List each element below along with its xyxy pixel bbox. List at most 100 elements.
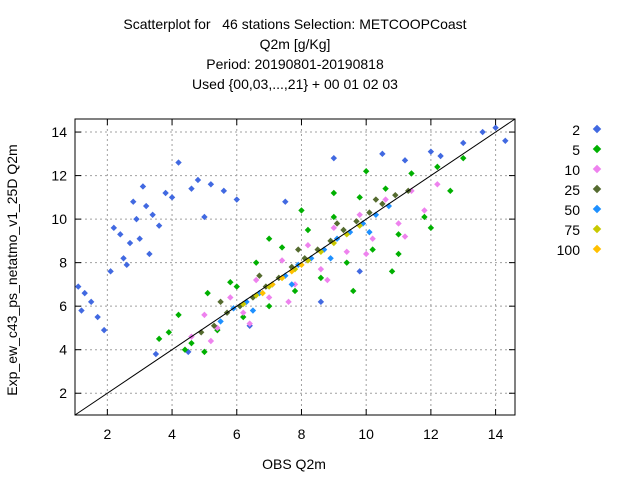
data-point-series-10 <box>434 181 441 188</box>
x-axis-label: OBS Q2m <box>262 456 326 472</box>
data-point-series-2 <box>492 124 499 131</box>
data-point-series-100 <box>259 289 266 297</box>
identity-line <box>74 118 516 416</box>
data-point-series-5 <box>188 339 195 347</box>
chart-title-block: Scatterplot for 46 stations Selection: M… <box>0 14 590 94</box>
data-point-series-10 <box>304 242 312 249</box>
data-point-series-5 <box>388 268 396 275</box>
data-point-series-10 <box>362 250 370 258</box>
data-point-series-2 <box>130 198 137 205</box>
data-point-series-10 <box>401 233 409 240</box>
data-point-series-2 <box>479 128 486 136</box>
legend-entry-75: 75 <box>520 220 620 240</box>
y-tick-label: 4 <box>59 342 67 358</box>
data-point-series-5 <box>298 207 305 214</box>
data-point-series-10 <box>201 311 208 319</box>
data-point-series-10 <box>330 224 338 232</box>
data-point-series-2 <box>110 224 118 232</box>
data-point-series-75 <box>240 300 247 308</box>
legend-entry-10: 10 <box>520 160 620 180</box>
legend-marker-diamond-icon <box>592 184 602 194</box>
data-point-series-5 <box>427 224 435 232</box>
data-point-series-5 <box>447 187 454 195</box>
data-point-series-5 <box>240 313 247 321</box>
data-point-series-2 <box>149 211 156 218</box>
data-point-series-5 <box>252 259 260 266</box>
data-point-series-2 <box>146 250 153 258</box>
data-point-series-2 <box>155 222 163 229</box>
y-tick-label: 6 <box>59 298 67 314</box>
data-point-series-10 <box>278 257 286 264</box>
data-point-series-5 <box>369 246 376 253</box>
data-point-series-10 <box>291 281 299 288</box>
data-point-series-50 <box>217 318 224 325</box>
data-point-series-25 <box>340 226 347 234</box>
x-tick-label: 12 <box>423 426 439 442</box>
data-point-series-10 <box>240 309 247 316</box>
data-point-series-25 <box>210 322 218 329</box>
data-point-series-5 <box>362 168 370 175</box>
y-tick-label: 8 <box>59 255 67 271</box>
data-point-series-2 <box>401 157 409 164</box>
data-point-series-5 <box>265 235 273 242</box>
data-point-series-2 <box>502 137 509 144</box>
data-point-series-2 <box>152 350 160 358</box>
legend-label: 75 <box>564 222 580 238</box>
data-point-series-10 <box>382 196 389 203</box>
data-point-series-2 <box>107 268 114 275</box>
data-point-series-2 <box>317 298 325 306</box>
chart-subtitle-period: Period: 20190801-20190818 <box>206 56 384 72</box>
legend-marker-diamond-icon <box>592 224 602 234</box>
x-tick-label: 4 <box>168 426 176 442</box>
data-point-series-5 <box>204 289 211 297</box>
data-point-series-5 <box>233 283 240 290</box>
data-point-series-2 <box>201 213 208 221</box>
data-point-series-10 <box>343 248 350 255</box>
x-tick-label: 10 <box>358 426 374 442</box>
data-point-series-25 <box>217 298 224 306</box>
data-point-series-2 <box>175 159 182 166</box>
data-point-series-2 <box>356 268 363 275</box>
data-point-series-5 <box>278 244 286 251</box>
data-point-series-5 <box>330 189 338 197</box>
data-point-series-2 <box>379 150 386 158</box>
y-tick-label: 10 <box>51 211 67 227</box>
data-point-series-10 <box>324 276 331 284</box>
data-point-series-5 <box>265 302 273 310</box>
legend-label: 5 <box>572 142 580 158</box>
data-point-series-10 <box>395 220 402 227</box>
data-point-series-5 <box>227 279 234 286</box>
data-point-series-50 <box>366 228 373 236</box>
data-point-series-2 <box>136 235 143 242</box>
data-point-series-25 <box>366 209 373 216</box>
legend-entry-25: 25 <box>520 180 620 200</box>
data-point-series-25 <box>236 302 244 310</box>
x-tick-label: 8 <box>298 426 306 442</box>
plot-frame <box>74 118 516 416</box>
data-point-series-2 <box>437 152 444 160</box>
chart-subtitle-used: Used {00,03,...,21} + 00 01 02 03 <box>192 76 398 92</box>
data-point-series-25 <box>327 237 334 245</box>
data-point-series-2 <box>168 194 176 201</box>
data-point-series-5 <box>165 329 173 336</box>
legend-entry-2: 2 <box>520 120 620 140</box>
data-point-series-50 <box>327 255 334 262</box>
data-point-series-10 <box>421 207 428 214</box>
y-tick-label: 2 <box>59 385 67 401</box>
data-point-series-2 <box>117 231 124 238</box>
data-point-series-10 <box>265 294 273 301</box>
legend-marker-diamond-icon <box>592 204 602 214</box>
data-point-series-2 <box>87 298 95 306</box>
x-tick-label: 14 <box>488 426 504 442</box>
data-point-series-2 <box>75 283 82 290</box>
data-point-series-5 <box>343 259 350 266</box>
legend-marker-diamond-icon <box>592 244 602 254</box>
data-point-series-25 <box>353 218 360 225</box>
legend: 2 5 10 25 50 75 100 <box>520 120 620 260</box>
data-point-series-25 <box>379 200 386 208</box>
data-point-series-2 <box>460 139 467 147</box>
data-point-series-2 <box>185 348 192 356</box>
data-point-series-2 <box>427 148 435 155</box>
data-point-series-2 <box>78 307 85 314</box>
